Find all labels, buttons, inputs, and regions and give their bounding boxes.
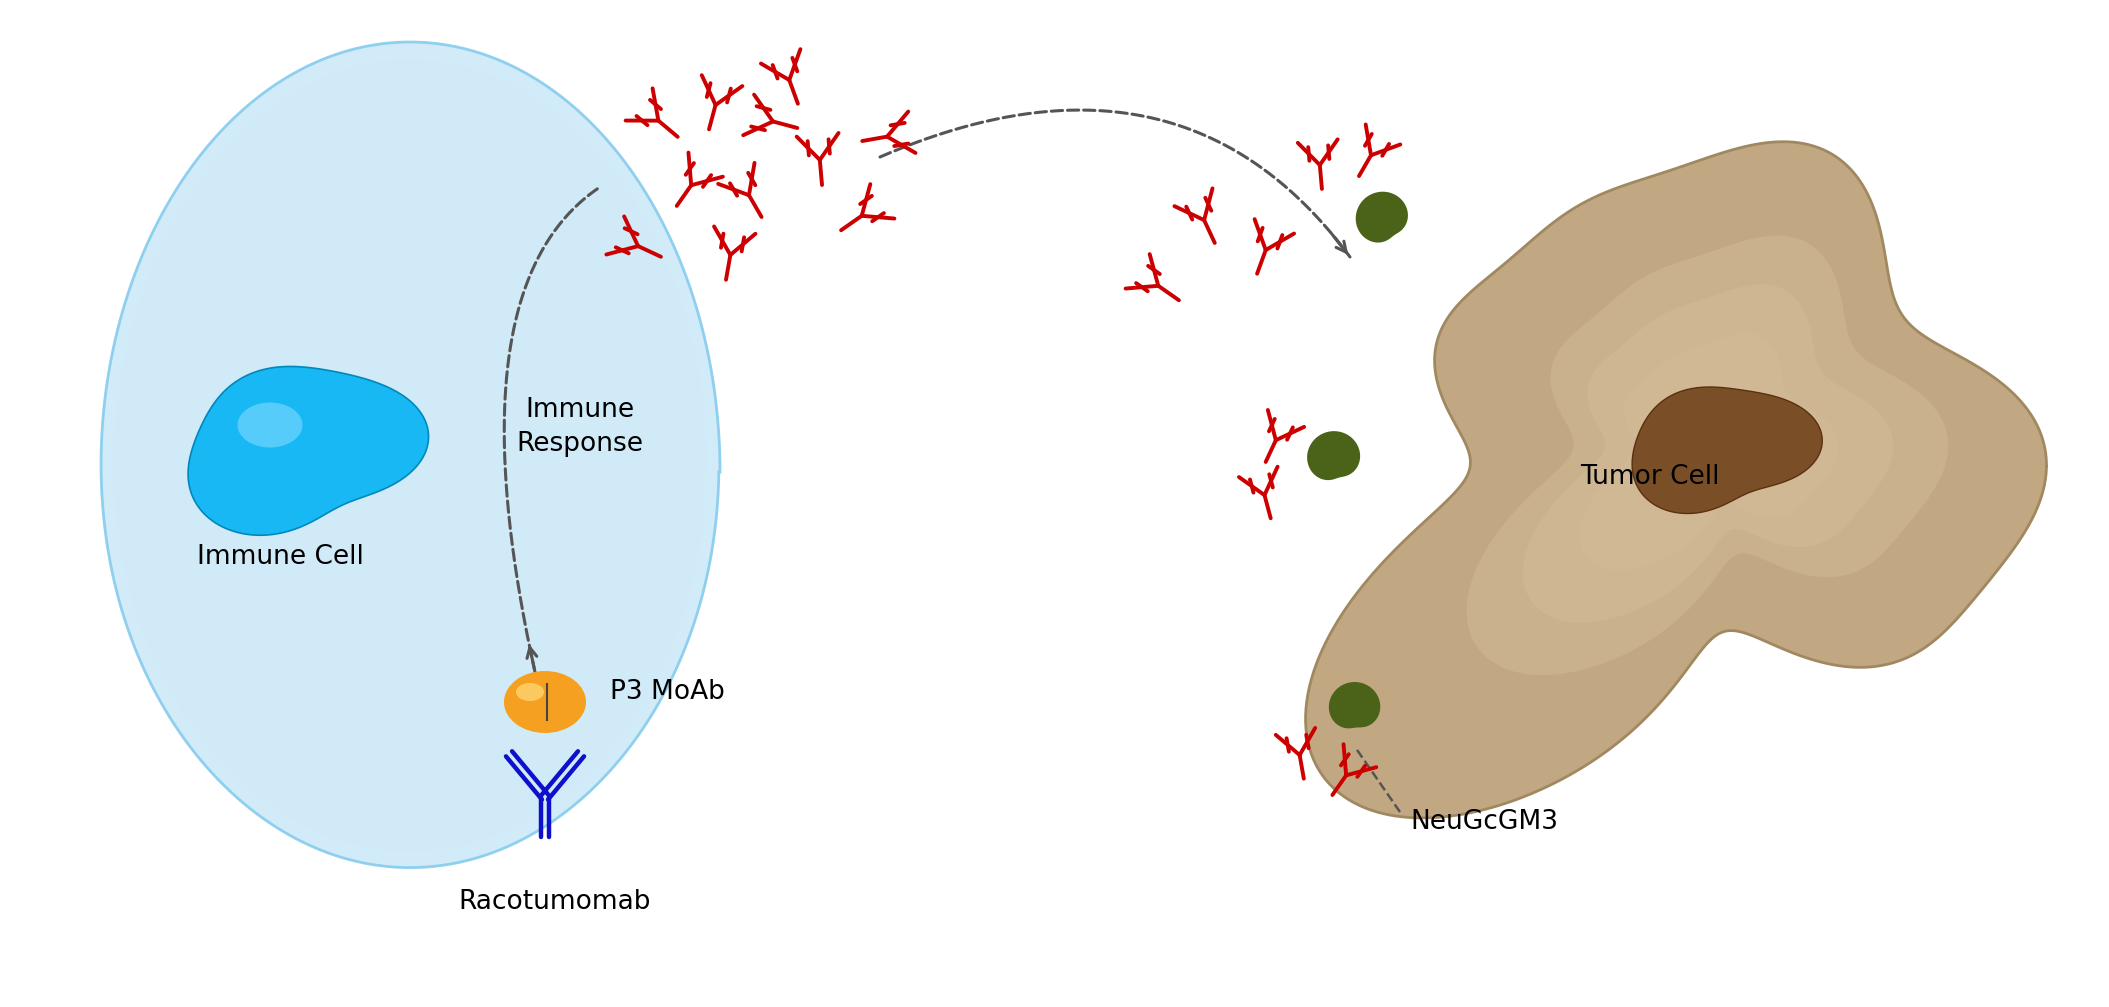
Polygon shape (1466, 236, 1949, 675)
Polygon shape (162, 128, 658, 788)
Ellipse shape (517, 683, 544, 701)
Polygon shape (1305, 142, 2046, 818)
Polygon shape (1308, 431, 1360, 480)
Text: NeuGcGM3: NeuGcGM3 (1411, 809, 1559, 835)
Text: Tumor Cell: Tumor Cell (1580, 464, 1719, 490)
Text: Immune Cell: Immune Cell (196, 544, 363, 570)
Polygon shape (139, 94, 683, 820)
Ellipse shape (504, 671, 586, 733)
Text: Immune
Response: Immune Response (517, 397, 643, 457)
Polygon shape (1523, 284, 1894, 622)
Polygon shape (1329, 682, 1379, 728)
Polygon shape (1580, 333, 1839, 570)
Ellipse shape (238, 403, 302, 447)
Polygon shape (101, 42, 719, 868)
Polygon shape (1356, 191, 1409, 243)
Text: Racotumomab: Racotumomab (460, 889, 652, 915)
Text: P3 MoAb: P3 MoAb (610, 679, 725, 705)
Polygon shape (188, 367, 428, 536)
Polygon shape (1632, 387, 1822, 514)
Polygon shape (101, 42, 719, 868)
Polygon shape (150, 111, 671, 805)
Polygon shape (114, 59, 709, 852)
Polygon shape (127, 77, 696, 836)
